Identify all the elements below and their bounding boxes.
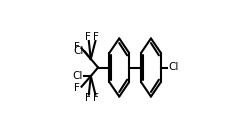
Text: F: F	[93, 32, 99, 42]
Text: F: F	[74, 42, 80, 52]
Text: Cl: Cl	[72, 71, 82, 81]
Text: F: F	[85, 32, 90, 42]
Text: Cl: Cl	[73, 46, 84, 56]
Text: F: F	[74, 83, 80, 93]
Text: F: F	[93, 93, 99, 103]
Text: F: F	[85, 93, 90, 103]
Text: Cl: Cl	[167, 63, 178, 72]
